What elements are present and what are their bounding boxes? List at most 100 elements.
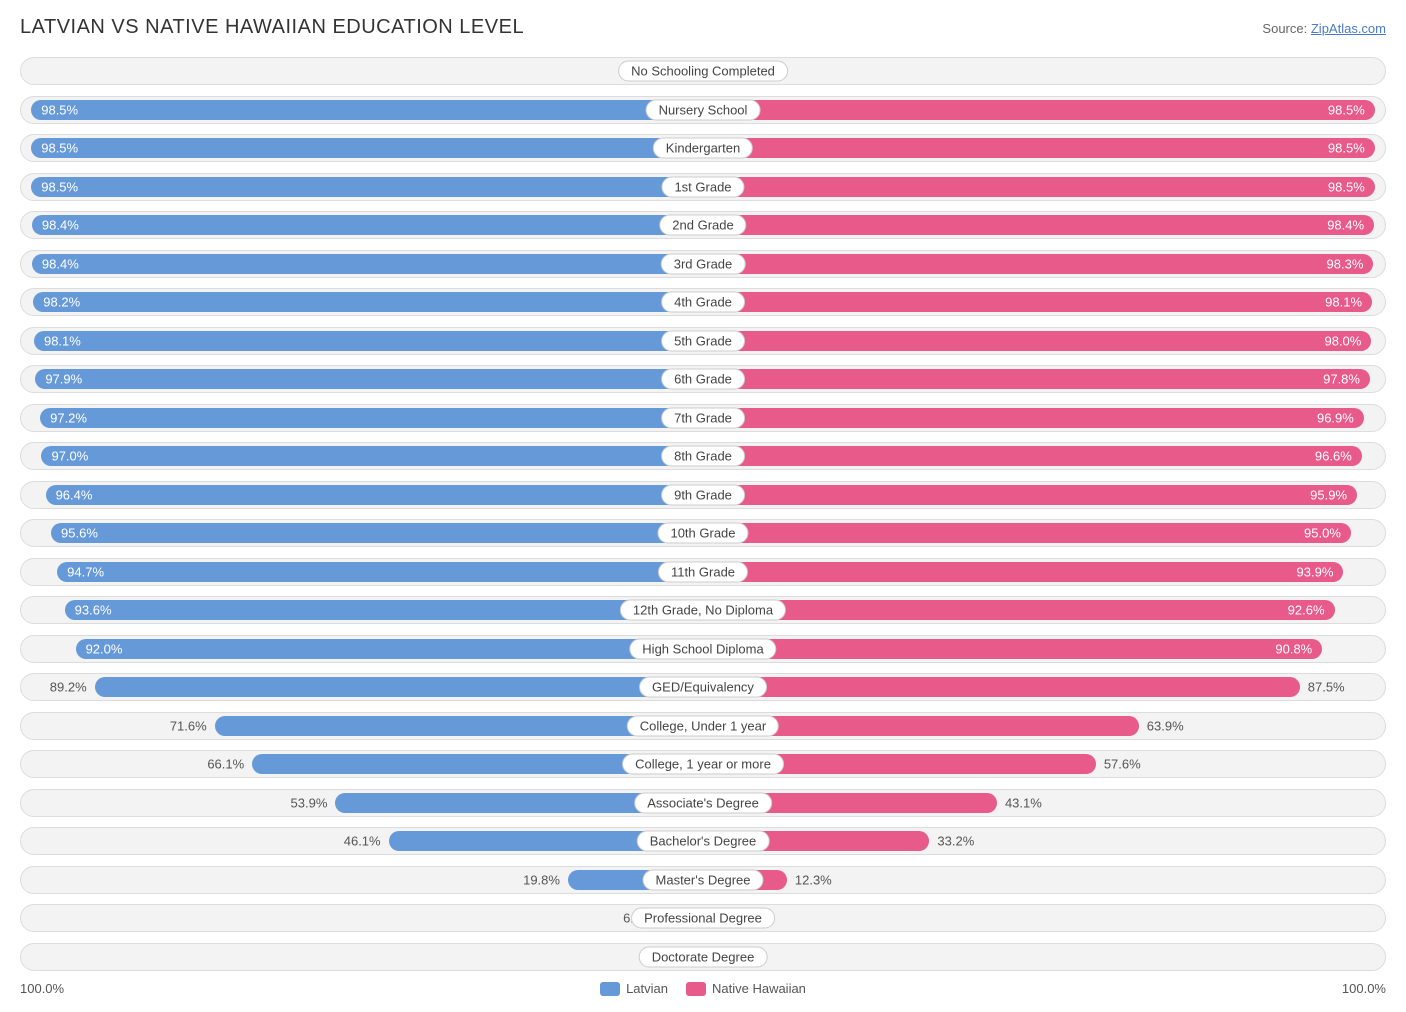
value-right: 93.9% [1297, 564, 1334, 579]
bar-left: 98.5% [31, 177, 703, 197]
chart-row: 98.4% 98.3%3rd Grade [20, 250, 1386, 278]
value-right: 95.9% [1310, 487, 1347, 502]
axis-right-max: 100.0% [1342, 981, 1386, 996]
chart-row: 6.2%3.8%Professional Degree [20, 904, 1386, 932]
category-label: 10th Grade [657, 523, 748, 544]
value-right: 97.8% [1323, 372, 1360, 387]
category-label: No Schooling Completed [618, 61, 788, 82]
value-left: 96.4% [56, 487, 93, 502]
category-label: Doctorate Degree [639, 946, 768, 967]
value-left: 98.4% [42, 218, 79, 233]
value-left: 98.2% [43, 295, 80, 310]
chart-row: 19.8%12.3%Master's Degree [20, 866, 1386, 894]
category-label: Associate's Degree [634, 792, 772, 813]
bar-left: 98.5% [31, 138, 703, 158]
bar-right: 96.6% [703, 446, 1362, 466]
value-right: 12.3% [795, 872, 832, 887]
bar-right: 92.6% [703, 600, 1335, 620]
chart-row: 98.2%98.1%4th Grade [20, 288, 1386, 316]
value-right: 90.8% [1275, 641, 1312, 656]
source-link[interactable]: ZipAtlas.com [1311, 21, 1386, 36]
value-right: 63.9% [1147, 718, 1184, 733]
legend-label: Latvian [626, 981, 668, 996]
chart-row: 53.9% 43.1% Associate's Degree [20, 789, 1386, 817]
bar-right: 93.9% [703, 562, 1343, 582]
category-label: Bachelor's Degree [637, 831, 770, 852]
chart-row: 92.0% 90.8% High School Diploma [20, 635, 1386, 663]
chart-row: 89.2%87.5%GED/Equivalency [20, 673, 1386, 701]
value-left: 46.1% [344, 834, 381, 849]
source-label: Source: [1262, 21, 1307, 36]
bar-right: 97.8% [703, 369, 1370, 389]
category-label: Nursery School [646, 99, 761, 120]
value-right: 87.5% [1308, 680, 1345, 695]
chart-row: 2.6%1.6%Doctorate Degree [20, 943, 1386, 971]
value-right: 98.5% [1328, 179, 1365, 194]
value-right: 33.2% [937, 834, 974, 849]
value-left: 98.5% [41, 179, 78, 194]
value-left: 97.0% [51, 449, 88, 464]
bar-left: 94.7% [57, 562, 703, 582]
bar-right: 96.9% [703, 408, 1364, 428]
value-left: 98.4% [42, 256, 79, 271]
value-left: 98.5% [41, 141, 78, 156]
bar-left: 98.4% [32, 215, 703, 235]
category-label: 12th Grade, No Diploma [620, 600, 786, 621]
category-label: 5th Grade [661, 330, 745, 351]
value-left: 97.9% [45, 372, 82, 387]
chart-row: 98.5%98.5%Kindergarten [20, 134, 1386, 162]
chart-row: 98.1% 98.0% 5th Grade [20, 327, 1386, 355]
category-label: 1st Grade [661, 176, 744, 197]
value-left: 89.2% [50, 680, 87, 695]
bar-left: 97.0% [41, 446, 703, 466]
category-label: 7th Grade [661, 407, 745, 428]
value-right: 98.4% [1327, 218, 1364, 233]
value-right: 98.0% [1324, 333, 1361, 348]
legend-swatch [600, 982, 620, 996]
chart-row: 97.9% 97.8% 6th Grade [20, 365, 1386, 393]
value-left: 92.0% [86, 641, 123, 656]
category-label: 11th Grade [658, 561, 748, 582]
value-right: 98.1% [1325, 295, 1362, 310]
bar-left: 98.5% [31, 100, 703, 120]
category-label: Kindergarten [653, 138, 753, 159]
chart-row: 97.2%96.9%7th Grade [20, 404, 1386, 432]
value-left: 71.6% [170, 718, 207, 733]
value-left: 53.9% [291, 795, 328, 810]
chart-row: 71.6%63.9%College, Under 1 year [20, 712, 1386, 740]
value-left: 93.6% [75, 603, 112, 618]
value-right: 96.6% [1315, 449, 1352, 464]
legend-swatch [686, 982, 706, 996]
chart-source: Source: ZipAtlas.com [1262, 21, 1386, 36]
legend-label: Native Hawaiian [712, 981, 806, 996]
chart-row: 46.1% 33.2% Bachelor's Degree [20, 827, 1386, 855]
bar-left: 97.2% [40, 408, 703, 428]
value-right: 43.1% [1005, 795, 1042, 810]
bar-left: 98.1% [34, 331, 703, 351]
diverging-bar-chart: 1.5%1.6%No Schooling Completed98.5%98.5%… [20, 57, 1386, 971]
chart-row: 1.5%1.6%No Schooling Completed [20, 57, 1386, 85]
bar-right: 90.8% [703, 639, 1322, 659]
bar-right: 98.5% [703, 100, 1375, 120]
category-label: 2nd Grade [659, 215, 746, 236]
category-label: 6th Grade [661, 369, 745, 390]
chart-row: 94.7% 93.9% 11th Grade [20, 558, 1386, 586]
value-right: 57.6% [1104, 757, 1141, 772]
value-left: 98.5% [41, 102, 78, 117]
chart-row: 97.0% 96.6% 8th Grade [20, 442, 1386, 470]
category-label: 3rd Grade [661, 253, 746, 274]
bar-left: 96.4% [46, 485, 703, 505]
legend-item-latvian: Latvian [600, 981, 668, 996]
category-label: Professional Degree [631, 908, 775, 929]
bar-right: 98.3% [703, 254, 1373, 274]
value-left: 19.8% [523, 872, 560, 887]
chart-row: 66.1%57.6%College, 1 year or more [20, 750, 1386, 778]
chart-row: 98.5% 98.5% Nursery School [20, 96, 1386, 124]
chart-row: 95.6%95.0%10th Grade [20, 519, 1386, 547]
category-label: High School Diploma [629, 638, 776, 659]
category-label: 8th Grade [661, 446, 745, 467]
bar-right: 98.1% [703, 292, 1372, 312]
bar-left: 98.4% [32, 254, 703, 274]
value-right: 98.5% [1328, 102, 1365, 117]
chart-footer: 100.0% Latvian Native Hawaiian 100.0% [20, 981, 1386, 996]
